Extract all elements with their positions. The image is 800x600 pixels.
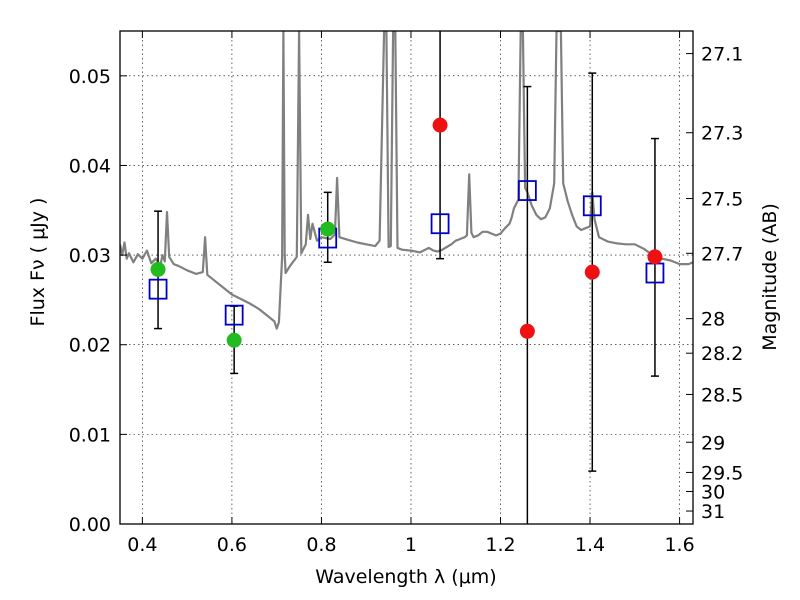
y-axis-title: Flux Fν ( μJy ) bbox=[27, 198, 49, 327]
y2-tick-label: 27.1 bbox=[701, 44, 743, 66]
y2-tick-label: 28.5 bbox=[701, 384, 743, 406]
x-tick-label: 1.6 bbox=[664, 534, 694, 556]
y-tick-label: 0.05 bbox=[69, 66, 111, 88]
y2-tick-label: 27.3 bbox=[701, 123, 743, 145]
spectrum-line bbox=[120, 31, 693, 330]
y2-tick-label: 27.5 bbox=[701, 189, 743, 211]
observed-flux-point bbox=[226, 332, 242, 348]
x-tick-label: 0.8 bbox=[306, 534, 336, 556]
observed-flux-point bbox=[584, 264, 600, 280]
observed-flux-point bbox=[519, 323, 535, 339]
plot-frame bbox=[119, 30, 694, 525]
y-tick-label: 0.02 bbox=[69, 335, 111, 357]
y2-axis-title: Magnitude (AB) bbox=[759, 203, 781, 351]
observed-flux-point bbox=[432, 117, 448, 133]
model-flux-box bbox=[224, 304, 244, 326]
y-tick-label: 0.03 bbox=[69, 245, 111, 267]
x-axis-title: Wavelength λ (μm) bbox=[315, 566, 496, 588]
observed-flux-point bbox=[320, 221, 336, 237]
data-layer bbox=[120, 31, 693, 524]
x-tick-label: 0.6 bbox=[217, 534, 247, 556]
y-tick-label: 0.04 bbox=[69, 155, 111, 177]
model-flux-box bbox=[148, 278, 168, 300]
model-flux-box bbox=[430, 213, 450, 235]
y2-tick-label: 31 bbox=[701, 501, 725, 523]
y2-tick-label: 29.5 bbox=[701, 462, 743, 484]
y2-tick-label: 27.7 bbox=[701, 243, 743, 265]
x-tick-label: 1.4 bbox=[575, 534, 605, 556]
y2-tick-label: 29 bbox=[701, 432, 725, 454]
x-tick-label: 1.2 bbox=[485, 534, 515, 556]
y2-tick-label: 28 bbox=[701, 309, 725, 331]
plot-background bbox=[120, 31, 693, 524]
observed-flux-point bbox=[150, 261, 166, 277]
y-tick-label: 0.01 bbox=[69, 424, 111, 446]
x-tick-label: 1 bbox=[405, 534, 417, 556]
model-flux-box bbox=[582, 195, 602, 217]
y2-tick-label: 30 bbox=[701, 481, 725, 503]
observed-flux-point bbox=[647, 249, 663, 265]
model-flux-box bbox=[517, 180, 537, 201]
x-tick-label: 0.4 bbox=[127, 534, 157, 556]
y2-tick-label: 28.2 bbox=[701, 343, 743, 365]
y-tick-label: 0.00 bbox=[69, 514, 111, 536]
axes: 0.4 0.6 0.8 1 1.2 1.4 1.6 0.00 0.01 0.02 0.03 0.04 0… bbox=[69, 31, 743, 556]
